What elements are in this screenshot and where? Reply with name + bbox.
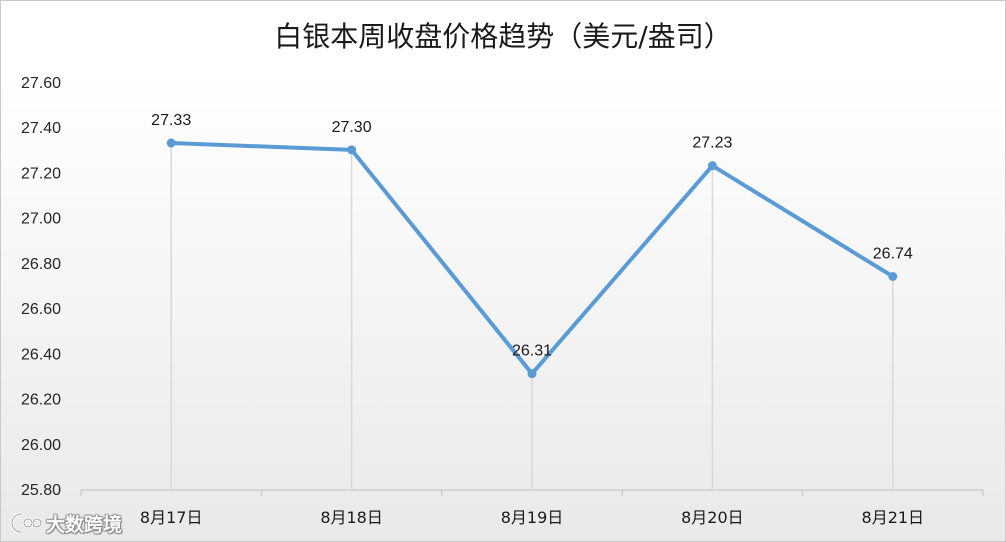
data-point — [707, 161, 717, 171]
x-tick-label: 8月21日 — [862, 508, 925, 527]
logo-icon — [10, 512, 43, 534]
data-label: 27.30 — [332, 119, 372, 136]
x-axis-tick-labels: 8月17日 8月18日 8月19日 8月20日 8月21日 — [140, 508, 924, 527]
y-tick-label: 27.00 — [21, 211, 61, 228]
data-point — [347, 145, 357, 155]
data-label: 26.74 — [873, 245, 913, 262]
data-label: 26.31 — [512, 343, 552, 360]
y-tick-label: 26.80 — [21, 256, 61, 273]
x-tick-label: 8月17日 — [140, 508, 203, 527]
x-tick-label: 8月18日 — [320, 508, 383, 527]
series-line — [169, 141, 895, 376]
x-tick-label: 8月19日 — [501, 508, 564, 527]
chart-title: 白银本周收盘价格趋势（美元/盎司） — [274, 20, 732, 53]
series-group — [169, 141, 895, 376]
drop-lines — [170, 143, 894, 490]
y-tick-label: 25.80 — [21, 482, 61, 499]
data-label: 27.33 — [151, 112, 191, 129]
watermark: 大数跨境 — [8, 508, 122, 538]
y-tick-label: 26.40 — [21, 346, 61, 363]
x-axis — [80, 489, 984, 496]
data-point — [527, 369, 537, 379]
data-points — [166, 138, 898, 379]
x-tick-label: 8月20日 — [681, 508, 744, 527]
y-tick-label: 26.60 — [21, 301, 61, 318]
y-tick-label: 26.20 — [21, 392, 61, 409]
data-label: 27.23 — [692, 135, 732, 152]
data-labels: 27.33 27.30 26.31 27.23 26.74 — [151, 112, 913, 360]
y-tick-label: 26.00 — [21, 437, 61, 454]
y-tick-label: 27.60 — [21, 75, 61, 92]
y-tick-label: 27.20 — [21, 165, 61, 182]
watermark-text: 大数跨境 — [46, 513, 123, 536]
data-point — [166, 138, 176, 148]
y-tick-label: 27.40 — [21, 120, 61, 137]
data-point — [888, 271, 898, 281]
y-axis-tick-labels: 27.60 27.40 27.20 27.00 26.80 26.60 26.40 26.20… — [21, 75, 61, 499]
